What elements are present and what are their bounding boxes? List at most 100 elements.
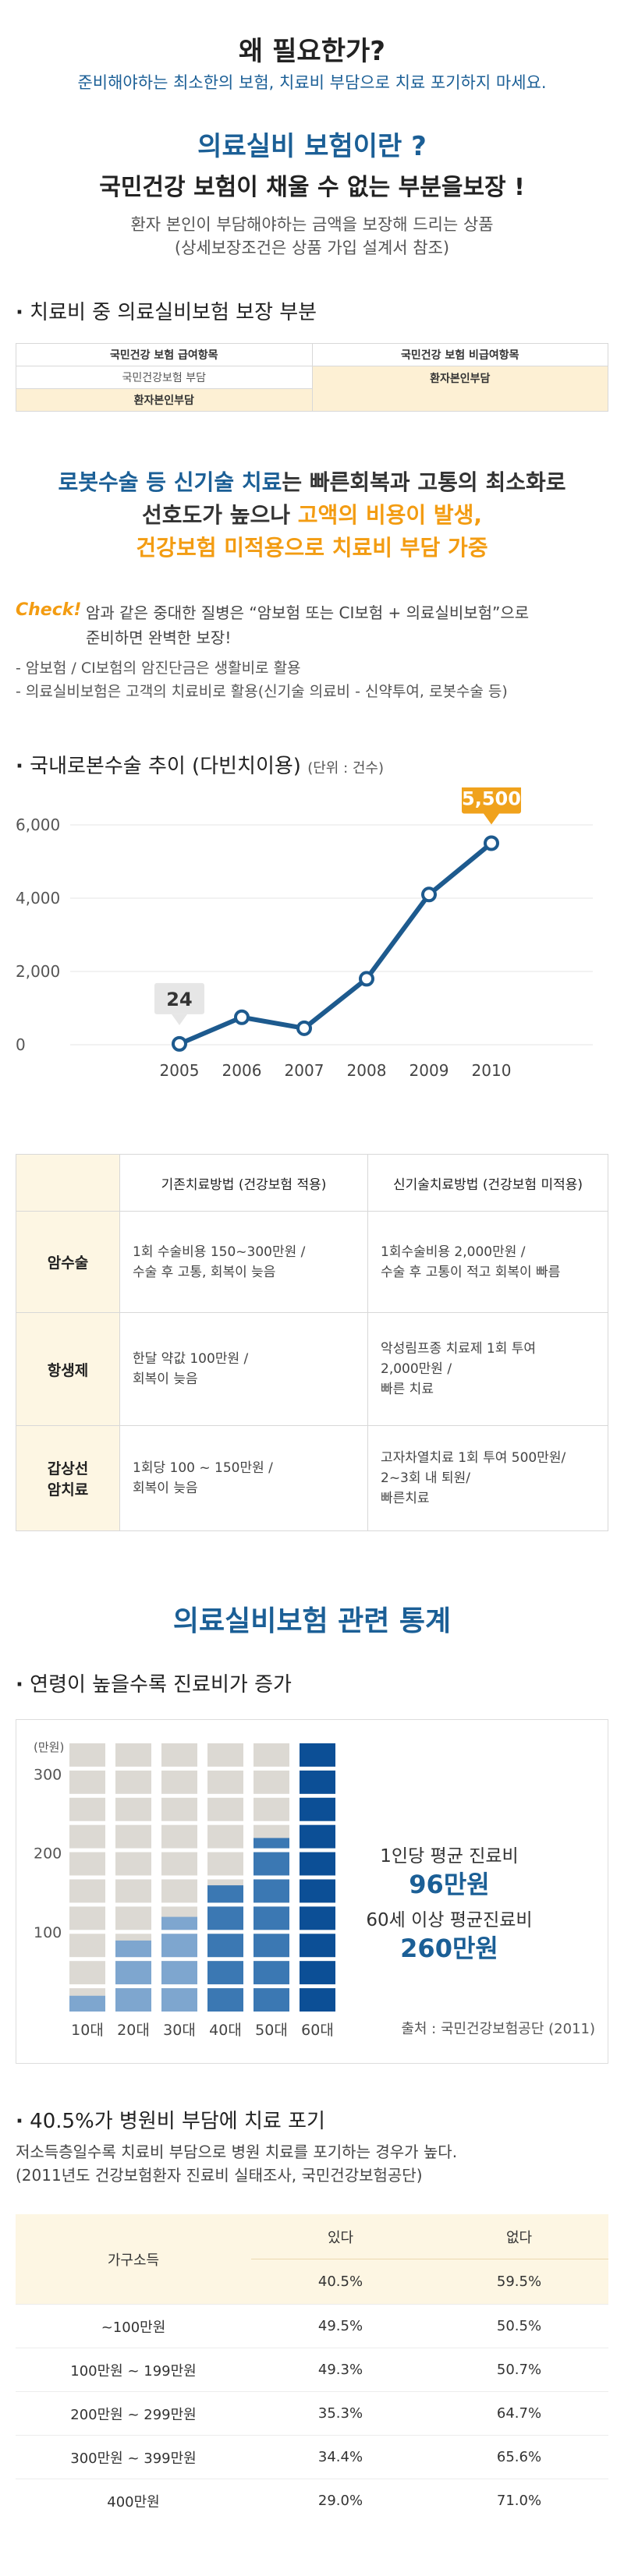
bar-fill: [300, 1988, 335, 2012]
comparison-new-method-line: 빠른 치료: [381, 1382, 434, 1397]
bullet-dot: ·: [16, 755, 23, 778]
robot-copy-burden: 건강보험 미적용으로 치료비 부담 가중: [136, 535, 488, 561]
coverage-table: 국민건강 보험 급여항목 국민건강 보험 비급여항목 국민건강보험 부담 환자본…: [16, 343, 608, 412]
check-bullet-2: - 의료실비보험은 고객의 치료비로 활용(신기술 의료비 - 신약투여, 로봇…: [16, 683, 508, 700]
bar-fill: [69, 1995, 105, 2012]
comparison-old-method-line: 회복이 늦음: [133, 1371, 198, 1387]
bar-slot: [254, 1743, 289, 1767]
income-row: 400만원 29.0% 71.0%: [16, 2479, 608, 2522]
abandon-heading-text: 40.5%가 병원비 부담에 치료 포기: [30, 2110, 325, 2133]
income-cell-no: 50.5%: [430, 2304, 608, 2348]
page-title: 왜 필요한가?: [239, 36, 385, 67]
value-callout: [462, 787, 521, 814]
comparison-row: 암수술 1회 수술비용 150~300만원 / 수술 후 고통, 회복이 늦음 1회수…: [16, 1211, 608, 1313]
income-no-total: 59.5%: [430, 2259, 608, 2305]
y-tick-label: 4,000: [16, 889, 60, 908]
bar-slot: [161, 1797, 197, 1821]
robot-copy: 로봇수술 등 신기술 치료는 빠른회복과 고통의 최소화로 선호도가 높으나 고…: [0, 466, 624, 564]
bar-fill: [300, 1797, 335, 1821]
bar-fill: [115, 1940, 151, 1958]
bar-fill: [207, 1885, 243, 1903]
y-tick-label: 300: [34, 1766, 62, 1783]
bar-fill: [254, 1852, 289, 1876]
senior-cost-value: 260만원: [400, 1934, 498, 1963]
income-yes-label: 있다: [251, 2214, 430, 2259]
comparison-row-name: 항생제: [16, 1312, 120, 1426]
age-stats-box: (만원) 100 200 300 10대 20대 30대 40대 50대 60대 1인당 평균 진료…: [16, 1719, 608, 2064]
y-axis-unit: (만원): [34, 1740, 64, 1754]
income-cell-income: ~100만원: [16, 2304, 251, 2348]
value-callout-label: 5,500: [462, 788, 521, 810]
bar-slot: [254, 1797, 289, 1821]
bar-fill: [207, 1988, 243, 2012]
value-callout: [154, 982, 204, 1014]
data-point: [484, 835, 499, 851]
income-cell-no: 64.7%: [430, 2391, 608, 2436]
income-no-label: 없다: [430, 2214, 608, 2259]
intro-question: 의료실비 보험이란 ?: [197, 131, 427, 162]
age-cost-bar-chart: (만원) 100 200 300 10대 20대 30대 40대 50대 60대 1인당 평균 진료…: [34, 1740, 595, 2039]
income-row: 300만원 ~ 399만원 34.4% 65.6%: [16, 2435, 608, 2479]
senior-cost-label: 60세 이상 평균진료비: [366, 1910, 532, 1930]
comparison-new-method-line: 수술 후 고통이 적고 회복이 빠름: [381, 1264, 561, 1280]
bar-fill: [300, 1824, 335, 1849]
intro-desc-1: 환자 본인이 부담해야하는 금액을 보장해 드리는 상품: [130, 215, 494, 234]
y-tick-label: 2,000: [16, 962, 60, 981]
bar-slot: [69, 1852, 105, 1876]
bar-slot: [115, 1824, 151, 1849]
data-point: [421, 886, 437, 903]
comparison-row: 항생제 한달 약값 100만원 / 회복이 늦음 악성림프종 치료제 1회 투여 2,0…: [16, 1312, 608, 1426]
comparison-row-name-line: 갑상선: [47, 1460, 89, 1477]
income-row: 200만원 ~ 299만원 35.3% 64.7%: [16, 2391, 608, 2436]
income-cell-yes: 49.3%: [251, 2348, 430, 2392]
bar-fill: [300, 1743, 335, 1767]
income-row: ~100만원 49.5% 50.5%: [16, 2304, 608, 2348]
bar-slot: [207, 1743, 243, 1767]
coverage-national-share: 국민건강보험 부담: [16, 366, 313, 389]
series-line: [178, 841, 493, 1046]
income-abandon-table: 가구소득 있다 없다 40.5% 59.5% ~100만원 49.5% 50.5% 1…: [16, 2214, 608, 2522]
comparison-old-method-line: 수술 후 고통, 회복이 늦음: [133, 1264, 276, 1280]
robot-copy-text-1: 는 빠른회복과 고통의 최소화로: [282, 469, 566, 495]
x-tick-label: 2009: [410, 1061, 449, 1080]
bar-slot: [69, 1743, 105, 1767]
comparison-new-method: 1회수술비용 2,000만원 / 수술 후 고통이 적고 회복이 빠름: [367, 1211, 608, 1313]
bar-slot: [115, 1852, 151, 1876]
bullet-dot: ·: [16, 301, 23, 324]
income-cell-yes: 34.4%: [251, 2435, 430, 2479]
abandon-desc-1: 저소득층일수록 치료비 부담으로 병원 치료를 포기하는 경우가 높다.: [16, 2143, 458, 2161]
bar-fill: [300, 1961, 335, 1985]
data-point: [359, 971, 374, 987]
bar-fill: [161, 1916, 197, 1930]
age-heading: · 연령이 높을수록 진료비가 증가: [16, 1668, 292, 1697]
bar-slot: [161, 1852, 197, 1876]
bar-slot: [69, 1770, 105, 1794]
page-subtitle: 준비해야하는 최소한의 보험, 치료비 부담으로 치료 포기하지 마세요.: [77, 73, 547, 92]
comparison-row: 갑상선 암치료 1회당 100 ~ 150만원 / 회복이 늦음 고자차열치료 1회 투…: [16, 1425, 608, 1531]
robot-copy-highlight: 로봇수술 등 신기술 치료: [58, 469, 282, 495]
x-tick-label: 2008: [347, 1061, 387, 1080]
comparison-corner: [16, 1154, 120, 1212]
check-label: Check!: [16, 600, 82, 620]
comparison-new-method-line: 빠른치료: [381, 1491, 430, 1506]
robot-chart-heading-text: 국내로본수술 추이 (다빈치이용): [30, 755, 301, 778]
income-cell-income: 100만원 ~ 199만원: [16, 2348, 251, 2392]
x-tick-label: 2010: [472, 1061, 512, 1080]
comparison-new-method-line: 고자차열치료 1회 투여 500만원/: [381, 1450, 566, 1466]
bar-fill: [115, 1961, 151, 1985]
income-cell-income: 200만원 ~ 299만원: [16, 2391, 251, 2436]
bar-slot: [69, 1934, 105, 1958]
value-callout-pointer: [172, 1014, 187, 1025]
bar-fill: [254, 1934, 289, 1958]
bullet-dot: ·: [16, 1673, 23, 1697]
data-point: [296, 1020, 312, 1036]
bar-fill: [207, 1906, 243, 1930]
comparison-old-method-line: 1회당 100 ~ 150만원 /: [133, 1460, 273, 1476]
comparison-row-name-line: 항생제: [47, 1361, 89, 1379]
bar-slot: [69, 1797, 105, 1821]
age-heading-text: 연령이 높을수록 진료비가 증가: [30, 1673, 292, 1697]
data-point: [234, 1009, 250, 1025]
bar-slot: [161, 1743, 197, 1767]
y-tick-label: 0: [16, 1035, 26, 1054]
coverage-patient-share-uninsured: 환자본인부담: [311, 366, 608, 412]
